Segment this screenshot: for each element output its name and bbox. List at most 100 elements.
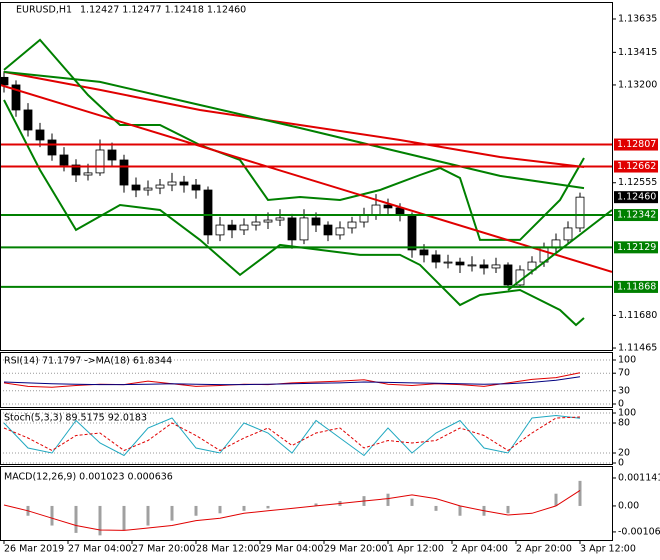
x-tick-label: 28 Mar 12:00: [196, 544, 259, 555]
panel-frame: [0, 409, 613, 465]
level-label-box: [614, 280, 658, 293]
plot-area: [1, 38, 612, 327]
level-label-box: [614, 160, 658, 173]
indicator-line: [3, 70, 585, 168]
candle-body: [575, 196, 585, 229]
indicator-line: [3, 99, 585, 327]
candle-body: [215, 224, 225, 236]
candle-body: [383, 204, 393, 209]
candle-body: [563, 227, 573, 241]
x-tick-label: 29 Mar 04:00: [260, 544, 323, 555]
panel-frame: [0, 2, 613, 351]
candle-body: [35, 129, 45, 141]
candle-body: [239, 224, 249, 231]
macd-bar: [122, 505, 126, 531]
candle-body: [203, 189, 213, 236]
y-tick-label: 100: [618, 355, 636, 366]
candle-body: [1, 76, 9, 86]
candle-body: [491, 264, 501, 269]
candle-body: [131, 184, 141, 191]
x-tick-label: 1 Apr 12:00: [388, 544, 444, 555]
y-tick-label: 1.12555: [618, 177, 657, 188]
candle-body: [419, 249, 429, 256]
level-label-box: [614, 209, 658, 222]
candle-body: [167, 181, 177, 186]
level-label-box: [614, 241, 658, 254]
x-tick-label: 3 Apr 12:00: [580, 544, 636, 555]
y-tick-label: 30: [618, 385, 630, 396]
candle-body: [503, 264, 513, 286]
indicator-line: [1, 84, 612, 273]
level-label: 1.12342: [617, 210, 656, 221]
y-tick-label: 0.001141: [618, 472, 660, 483]
candle-body: [71, 164, 81, 176]
x-tick-label: 29 Mar 20:00: [324, 544, 387, 555]
macd-bar: [98, 505, 102, 536]
candle-body: [143, 187, 153, 191]
candle-body: [431, 254, 441, 263]
indicator-line: [3, 416, 581, 452]
candle-body: [83, 172, 93, 176]
candle-body: [191, 184, 201, 191]
y-tick-label: 0.00: [618, 500, 639, 511]
candle-body: [371, 204, 381, 216]
candle-body: [263, 219, 273, 223]
candle-body: [11, 84, 21, 111]
candle-body: [23, 109, 33, 131]
macd-bar: [74, 505, 78, 533]
chart-subtitle: 1.12427 1.12477 1.12418 1.12460: [80, 5, 246, 16]
candle-body: [287, 217, 297, 241]
candle-body: [59, 154, 69, 166]
macd-bar: [410, 498, 414, 506]
y-tick-label: 1.11680: [618, 310, 657, 321]
candle-body: [95, 149, 105, 174]
plot-area: [3, 480, 582, 536]
candle-body: [107, 149, 117, 161]
indicator-line: [3, 414, 581, 457]
macd-bar: [242, 505, 246, 511]
y-tick-label: 1.11465: [618, 343, 657, 354]
panel-title: Stoch(5,3,3) 89.5175 92.0183: [4, 413, 147, 424]
level-label: 1.11868: [617, 281, 656, 292]
candle-body: [227, 224, 237, 231]
y-tick-label: 0: [618, 458, 624, 469]
panel-frame: [0, 466, 613, 541]
candle-body: [179, 181, 189, 186]
chart-title: EURUSD,H1: [16, 5, 72, 16]
macd-bar: [386, 493, 390, 506]
indicator-line: [3, 376, 581, 386]
candle-body: [479, 264, 489, 269]
candle-body: [455, 261, 465, 266]
macd-bar: [146, 505, 150, 526]
macd-bar: [458, 505, 462, 516]
level-label: 1.12662: [617, 161, 656, 172]
last-price-label: 1.12460: [617, 192, 656, 203]
candle-body: [311, 217, 321, 226]
candle-body: [443, 261, 453, 264]
macd-bar: [506, 505, 510, 514]
macd-bar: [578, 480, 582, 506]
macd-bar: [50, 505, 54, 526]
indicator-line: [3, 70, 585, 190]
x-tick-label: 26 Mar 2019: [4, 544, 64, 555]
y-tick-label: 1.13635: [618, 13, 657, 24]
candle-body: [347, 221, 357, 229]
candle-body: [323, 224, 333, 236]
candle-body: [47, 139, 57, 156]
y-tick-label: 20: [618, 448, 630, 459]
y-tick-label: 100: [618, 408, 636, 419]
macd-bar: [194, 505, 198, 516]
indicator-line: [3, 489, 581, 531]
plot-area: [1, 412, 612, 464]
y-tick-label: 1.13415: [618, 47, 657, 58]
candle-body: [119, 159, 129, 186]
y-tick-label: 70: [618, 368, 630, 379]
y-tick-label: 1.13200: [618, 79, 657, 90]
candle-body: [527, 261, 537, 271]
candle-body: [155, 184, 165, 189]
macd-bar: [434, 505, 438, 511]
level-label: 1.12129: [617, 242, 656, 253]
panel-title: MACD(12,26,9) 0.001023 0.000636: [4, 472, 173, 483]
